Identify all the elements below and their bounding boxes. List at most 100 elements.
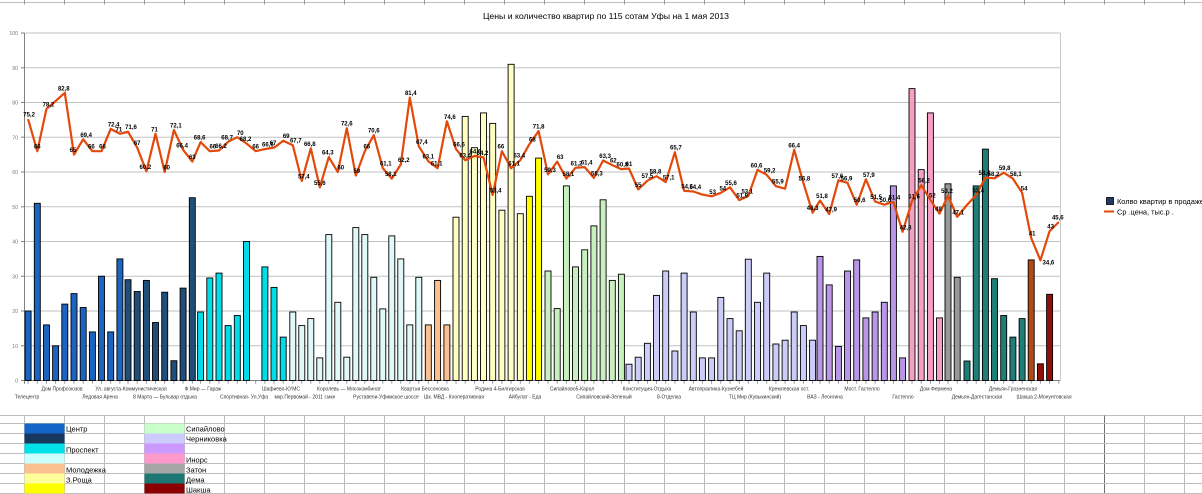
svg-text:54,6: 54,6 bbox=[681, 184, 693, 190]
svg-text:8-Отделка: 8-Отделка bbox=[657, 395, 681, 401]
svg-text:71,6: 71,6 bbox=[125, 125, 137, 131]
svg-text:63: 63 bbox=[189, 155, 196, 161]
svg-text:45,6: 45,6 bbox=[1052, 216, 1064, 222]
svg-text:Ул. августа-Коммунистическая: Ул. августа-Коммунистическая bbox=[95, 387, 167, 393]
svg-text:60,2: 60,2 bbox=[140, 165, 152, 171]
svg-text:62: 62 bbox=[610, 159, 617, 165]
svg-text:Мост. Гастелло: Мост. Гастелло bbox=[844, 387, 879, 393]
svg-text:53,1: 53,1 bbox=[741, 190, 753, 196]
svg-text:Родина 4-Билгирская: Родина 4-Билгирская bbox=[475, 387, 525, 393]
svg-text:60: 60 bbox=[337, 166, 344, 172]
svg-text:Черниковка: Черниковка bbox=[186, 435, 228, 444]
svg-text:56,9: 56,9 bbox=[841, 176, 853, 182]
svg-text:47,9: 47,9 bbox=[825, 208, 837, 214]
svg-text:Руставели-Уфимское шоссе: Руставели-Уфимское шоссе bbox=[353, 395, 419, 401]
svg-text:61,1: 61,1 bbox=[431, 162, 443, 168]
svg-text:58,2: 58,2 bbox=[988, 172, 1000, 178]
svg-text:70,6: 70,6 bbox=[368, 129, 380, 135]
svg-text:41: 41 bbox=[1029, 232, 1036, 238]
svg-text:90: 90 bbox=[12, 66, 18, 72]
svg-text:100: 100 bbox=[9, 31, 18, 37]
svg-text:8 Марта — Бульвар отдыха: 8 Марта — Бульвар отдыха bbox=[133, 395, 197, 401]
svg-text:55: 55 bbox=[635, 183, 642, 189]
svg-text:62,2: 62,2 bbox=[398, 158, 410, 164]
svg-text:66: 66 bbox=[99, 145, 106, 151]
svg-text:Кремлевская ост.: Кремлевская ост. bbox=[769, 387, 809, 393]
svg-text:64,3: 64,3 bbox=[322, 151, 334, 157]
svg-text:66: 66 bbox=[252, 145, 259, 151]
svg-text:68: 68 bbox=[529, 138, 536, 144]
svg-text:61,1: 61,1 bbox=[380, 162, 392, 168]
svg-text:Инорс: Инорс bbox=[186, 456, 208, 465]
svg-text:47,1: 47,1 bbox=[952, 210, 964, 216]
svg-text:64,6: 64,6 bbox=[470, 150, 482, 156]
svg-text:50: 50 bbox=[12, 205, 18, 211]
svg-text:57,9: 57,9 bbox=[863, 173, 875, 179]
svg-text:Шафиево-КУМС: Шафиево-КУМС bbox=[262, 387, 300, 393]
svg-text:Шакша: Шакша bbox=[186, 486, 211, 494]
svg-text:60: 60 bbox=[12, 170, 18, 176]
svg-text:68,6: 68,6 bbox=[194, 136, 206, 142]
svg-text:66: 66 bbox=[88, 145, 95, 151]
svg-text:58,1: 58,1 bbox=[385, 172, 397, 178]
svg-text:Затон: Затон bbox=[186, 466, 206, 475]
svg-text:66: 66 bbox=[34, 145, 41, 151]
svg-text:30: 30 bbox=[12, 274, 18, 280]
svg-text:55,9: 55,9 bbox=[772, 180, 784, 186]
svg-text:51,6: 51,6 bbox=[908, 195, 920, 201]
svg-text:48,3: 48,3 bbox=[807, 206, 819, 212]
svg-text:63,3: 63,3 bbox=[599, 154, 611, 160]
svg-text:68,2: 68,2 bbox=[240, 137, 252, 143]
svg-text:53,2: 53,2 bbox=[941, 189, 953, 195]
svg-text:58,4: 58,4 bbox=[979, 171, 991, 177]
svg-text:55,6: 55,6 bbox=[725, 181, 737, 187]
svg-text:66,6: 66,6 bbox=[262, 143, 274, 149]
svg-text:мкр.Первомай - 2011 г.мкн: мкр.Первомай - 2011 г.мкн bbox=[275, 394, 336, 401]
svg-text:59: 59 bbox=[353, 169, 360, 175]
svg-text:51,9: 51,9 bbox=[736, 194, 748, 200]
svg-text:67,4: 67,4 bbox=[416, 140, 428, 146]
svg-text:ТЦ Мир (Кувыкинский): ТЦ Мир (Кувыкинский) bbox=[729, 394, 782, 401]
svg-text:66,2: 66,2 bbox=[215, 144, 227, 150]
svg-text:71: 71 bbox=[151, 127, 158, 133]
svg-text:70: 70 bbox=[12, 135, 18, 141]
svg-text:72,6: 72,6 bbox=[341, 122, 353, 128]
svg-text:53,4: 53,4 bbox=[490, 188, 502, 194]
svg-text:Сипайлово: Сипайлово bbox=[186, 425, 225, 434]
svg-text:Шк. МВД - Кооперативная: Шк. МВД - Кооперативная bbox=[424, 395, 484, 401]
svg-text:66,4: 66,4 bbox=[176, 143, 188, 149]
svg-text:66: 66 bbox=[209, 145, 216, 151]
svg-text:57,5: 57,5 bbox=[642, 174, 654, 180]
svg-text:43: 43 bbox=[1047, 225, 1054, 231]
svg-text:61: 61 bbox=[626, 162, 633, 168]
svg-text:63,1: 63,1 bbox=[422, 155, 434, 161]
svg-text:65: 65 bbox=[70, 148, 77, 154]
svg-text:60,8: 60,8 bbox=[617, 163, 629, 169]
svg-text:Телецентр: Телецентр bbox=[15, 395, 40, 401]
svg-text:58,1: 58,1 bbox=[1010, 172, 1022, 178]
svg-text:Центр: Центр bbox=[66, 425, 87, 434]
svg-text:56,2: 56,2 bbox=[918, 179, 930, 185]
svg-text:81,4: 81,4 bbox=[405, 91, 417, 97]
svg-text:Дом Фермена: Дом Фермена bbox=[920, 387, 952, 393]
svg-text:ВАЗ - Леонгина: ВАЗ - Леонгина bbox=[807, 395, 843, 401]
svg-text:69: 69 bbox=[283, 134, 290, 140]
svg-text:Дом Профсоюзов: Дом Профсоюзов bbox=[41, 387, 82, 393]
svg-text:54,4: 54,4 bbox=[689, 185, 701, 191]
svg-text:54: 54 bbox=[1021, 186, 1028, 192]
svg-text:Королевь — Мясокомбинат: Королевь — Мясокомбинат bbox=[317, 387, 382, 393]
svg-text:34,6: 34,6 bbox=[1043, 260, 1055, 266]
svg-text:59,8: 59,8 bbox=[999, 166, 1011, 172]
svg-text:74,6: 74,6 bbox=[444, 115, 456, 121]
svg-text:50,6: 50,6 bbox=[879, 198, 891, 204]
svg-text:56,8: 56,8 bbox=[799, 177, 811, 183]
svg-text:Демьян-Грозненская: Демьян-Грозненская bbox=[989, 387, 1037, 393]
svg-text:65,7: 65,7 bbox=[670, 146, 682, 152]
svg-text:Ф.Мир — Гараж: Ф.Мир — Гараж bbox=[185, 387, 222, 393]
svg-text:61,1: 61,1 bbox=[508, 162, 520, 168]
svg-text:Кварт.ки Бессоновка: Кварт.ки Бессоновка bbox=[401, 387, 449, 393]
svg-text:70: 70 bbox=[237, 131, 244, 137]
svg-text:63: 63 bbox=[557, 155, 564, 161]
svg-text:Ледовая Арена: Ледовая Арена bbox=[82, 395, 118, 401]
svg-text:60,6: 60,6 bbox=[751, 163, 763, 169]
